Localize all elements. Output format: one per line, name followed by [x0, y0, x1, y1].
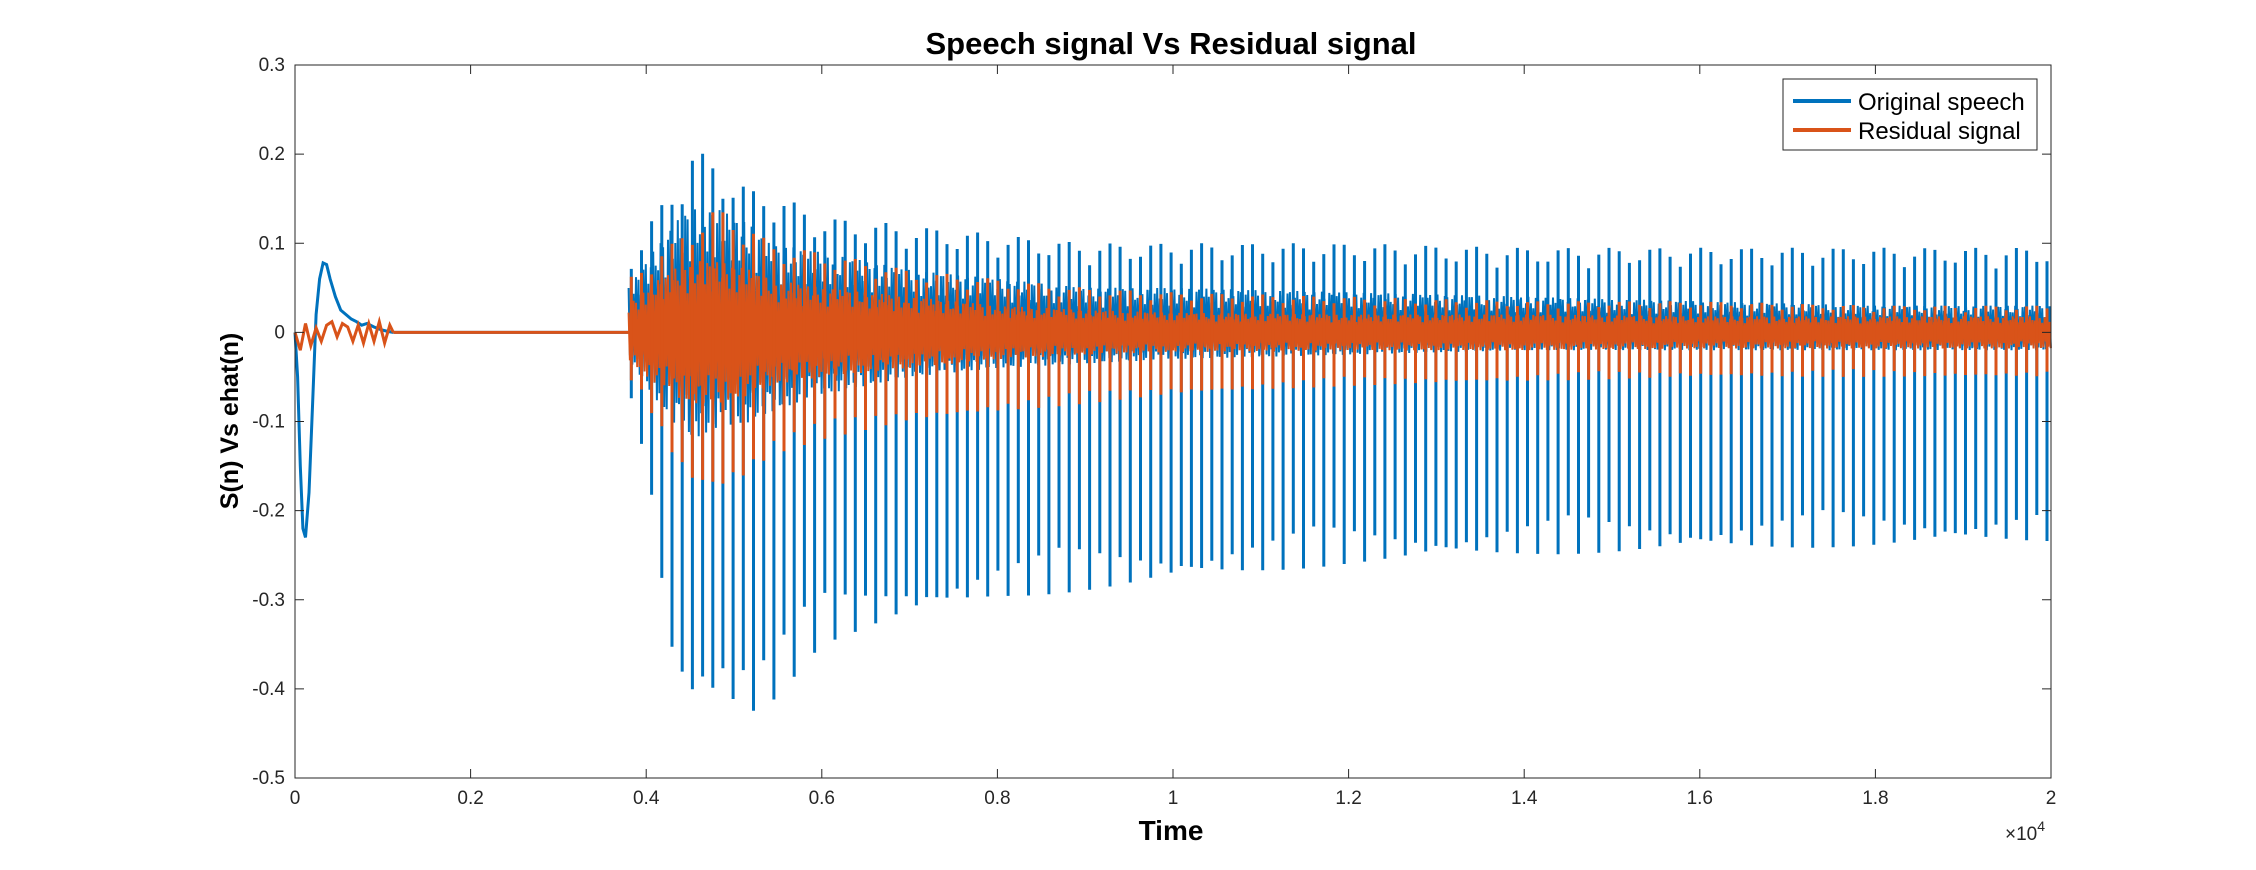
y-axis-label: S(n) Vs ehat(n)	[216, 333, 244, 509]
legend: Original speech Residual signal	[1782, 78, 2038, 151]
legend-label-residual-signal: Residual signal	[1858, 118, 2021, 145]
x-tick-label: 1.8	[1862, 788, 1888, 809]
ticks-layer: 0 0.2 0.4 0.6 0.8 1 1.2 1.4 1.6 1.8 2 -0.5 -0.4 -0.3 -…	[252, 55, 2056, 809]
x-tick-label: 1.6	[1687, 788, 1713, 809]
chart-title: Speech signal Vs Residual signal	[925, 26, 1416, 61]
x-axis-exponent: ×104	[2005, 818, 2045, 845]
series-transient-residual-signal	[293, 315, 395, 352]
x-axis-exponent-power: 4	[2037, 818, 2045, 834]
series-layer	[293, 153, 2052, 711]
x-axis-label: Time	[1139, 815, 1204, 846]
x-tick-label: 0.8	[984, 788, 1010, 809]
plot-background	[295, 65, 2051, 778]
y-tick-label: 0.2	[259, 144, 285, 165]
legend-box	[1782, 78, 2038, 151]
x-tick-label: 1.2	[1335, 788, 1361, 809]
y-tick-label: -0.2	[252, 501, 285, 522]
x-tick-label: 1.4	[1511, 788, 1538, 809]
y-tick-label: -0.5	[252, 768, 285, 789]
y-tick-label: 0	[274, 322, 285, 343]
x-tick-label: 2	[2046, 788, 2057, 809]
x-tick-label: 1	[1168, 788, 1179, 809]
y-tick-label: -0.3	[252, 590, 285, 611]
series-residual-signal	[293, 212, 2052, 484]
y-tick-label: 0.1	[259, 233, 285, 254]
x-tick-label: 0.6	[809, 788, 835, 809]
y-tick-label: -0.4	[252, 679, 285, 700]
x-tick-label: 0.4	[633, 788, 660, 809]
x-axis-exponent-prefix: ×10	[2005, 824, 2037, 845]
y-tick-label: -0.1	[252, 412, 285, 433]
x-tick-label: 0.2	[457, 788, 483, 809]
y-tick-label: 0.3	[259, 55, 285, 76]
legend-label-original-speech: Original speech	[1858, 89, 2025, 116]
x-tick-label: 0	[290, 788, 301, 809]
